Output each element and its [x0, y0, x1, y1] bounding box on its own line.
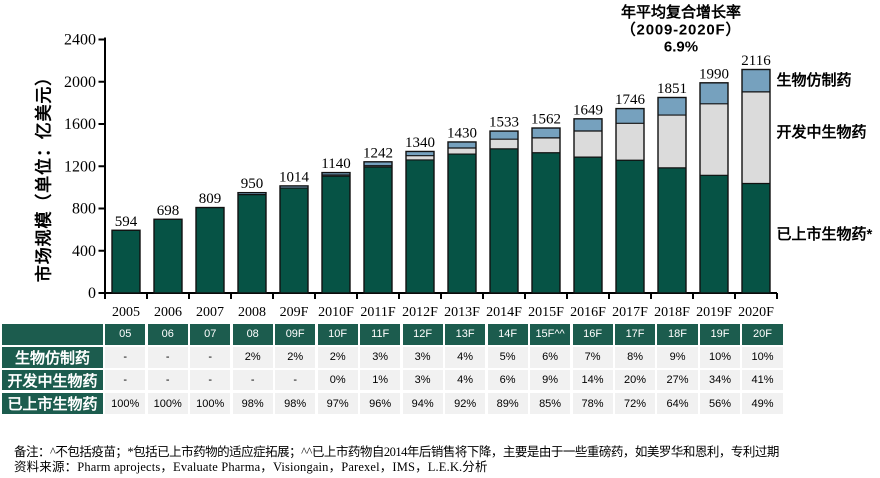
svg-text:1533: 1533 [489, 115, 519, 131]
svg-text:1600: 1600 [64, 116, 96, 133]
svg-text:400: 400 [72, 243, 96, 260]
svg-text:1746: 1746 [615, 92, 646, 108]
svg-text:800: 800 [72, 201, 96, 218]
svg-text:1014: 1014 [279, 169, 310, 185]
svg-text:0: 0 [88, 285, 96, 302]
svg-text:2000: 2000 [64, 74, 96, 91]
svg-text:1990: 1990 [699, 66, 729, 82]
svg-text:2400: 2400 [64, 32, 96, 49]
svg-text:2007: 2007 [196, 305, 224, 320]
svg-text:1242: 1242 [363, 145, 393, 161]
svg-text:2012F: 2012F [402, 305, 438, 320]
svg-text:1340: 1340 [405, 135, 435, 151]
svg-text:市场规模（单位：亿美元）: 市场规模（单位：亿美元） [34, 68, 54, 282]
svg-text:已上市生物药*: 已上市生物药* [777, 225, 873, 243]
svg-text:594: 594 [115, 214, 138, 230]
svg-text:2008: 2008 [238, 305, 266, 320]
svg-text:2020F: 2020F [738, 305, 774, 320]
svg-text:209F: 209F [280, 305, 309, 320]
svg-text:1200: 1200 [64, 158, 96, 175]
svg-text:2005: 2005 [112, 305, 140, 320]
svg-text:1140: 1140 [321, 156, 350, 172]
svg-text:2014F: 2014F [486, 305, 522, 320]
svg-text:开发中生物药: 开发中生物药 [777, 123, 867, 141]
svg-text:1851: 1851 [657, 81, 687, 97]
svg-text:1562: 1562 [531, 112, 561, 128]
svg-text:2006: 2006 [154, 305, 182, 320]
svg-text:698: 698 [157, 203, 180, 219]
svg-text:1649: 1649 [573, 102, 603, 118]
svg-text:生物仿制药: 生物仿制药 [777, 71, 852, 89]
svg-text:2013F: 2013F [444, 305, 480, 320]
svg-text:6.9%: 6.9% [664, 39, 698, 56]
svg-text:2015F: 2015F [528, 305, 564, 320]
svg-text:2010F: 2010F [318, 305, 354, 320]
svg-text:950: 950 [241, 176, 264, 192]
svg-text:（2009-2020F）: （2009-2020F） [621, 21, 742, 39]
svg-text:809: 809 [199, 191, 222, 207]
svg-text:2017F: 2017F [612, 305, 648, 320]
svg-text:1430: 1430 [447, 125, 477, 141]
svg-text:2011F: 2011F [360, 305, 395, 320]
svg-text:2019F: 2019F [696, 305, 732, 320]
svg-text:2116: 2116 [741, 53, 771, 69]
svg-text:2016F: 2016F [570, 305, 606, 320]
svg-text:2018F: 2018F [654, 305, 690, 320]
svg-text:年平均复合增长率: 年平均复合增长率 [621, 3, 741, 21]
